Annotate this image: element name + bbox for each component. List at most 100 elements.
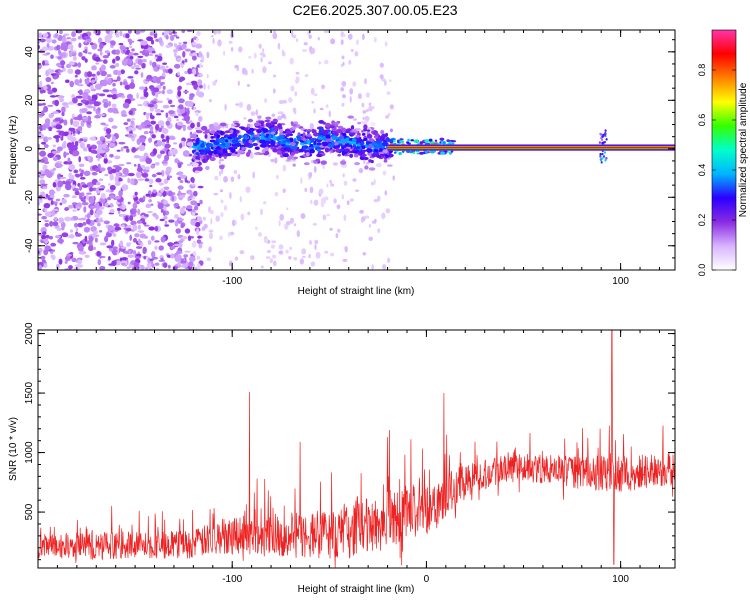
heatmap-cell	[270, 141, 276, 147]
heatmap-cell	[304, 74, 309, 78]
heatmap-cell	[351, 128, 357, 133]
heatmap-cell	[69, 217, 74, 221]
heatmap-cell	[94, 83, 102, 90]
heatmap-cell	[272, 30, 277, 36]
heatmap-cell	[313, 129, 317, 133]
heatmap-cell	[301, 255, 306, 259]
heatmap-cell	[265, 116, 272, 120]
heatmap-cell	[38, 201, 41, 206]
heatmap-cell	[94, 56, 101, 62]
heatmap-cell	[157, 120, 165, 127]
heatmap-cell	[115, 33, 120, 38]
colorbar-tick-label: 0.6	[697, 114, 707, 127]
heatmap-cell	[239, 250, 245, 255]
heatmap-cell	[151, 100, 157, 105]
heatmap-cell	[107, 183, 111, 186]
heatmap-cell	[98, 178, 104, 182]
heatmap-cell	[278, 250, 284, 255]
heatmap-cell	[154, 56, 158, 60]
heatmap-cell	[254, 146, 260, 151]
heatmap-cell	[177, 85, 182, 90]
heatmap-cell	[117, 207, 121, 211]
heatmap-cell	[256, 129, 263, 134]
heatmap-cell	[264, 97, 268, 104]
heatmap-cell	[109, 202, 114, 208]
heatmap-cell	[60, 60, 66, 66]
heatmap-cell	[385, 138, 391, 142]
heatmap-cell	[90, 149, 98, 154]
heatmap-cell	[75, 233, 82, 237]
heatmap-cell	[92, 232, 97, 239]
heatmap-cell	[310, 87, 315, 95]
heatmap-cell	[276, 150, 283, 155]
heatmap-cell	[112, 79, 118, 82]
heatmap-cell	[115, 195, 121, 200]
heatmap-cell	[295, 71, 300, 75]
heatmap-cell	[38, 63, 42, 70]
heatmap-cell	[196, 130, 203, 134]
heatmap-cell	[296, 38, 299, 43]
heatmap-cell	[342, 94, 346, 99]
heatmap-cell	[255, 109, 259, 116]
heatmap-cell	[199, 153, 204, 159]
heatmap-cell	[82, 221, 87, 226]
heatmap-cell	[72, 97, 78, 104]
heatmap-cell	[72, 133, 76, 137]
heatmap-cell	[165, 34, 169, 40]
heatmap-cell	[289, 133, 293, 137]
heatmap-cell	[42, 197, 49, 200]
heatmap-cell	[304, 187, 308, 193]
heatmap-cell	[108, 89, 113, 92]
heatmap-cell	[213, 192, 219, 196]
heatmap-cell	[265, 122, 271, 128]
heatmap-cell	[52, 75, 58, 80]
heatmap-cell	[134, 70, 139, 75]
heatmap-cell	[261, 149, 266, 154]
heatmap-cell	[177, 218, 185, 221]
heatmap-cell	[167, 99, 173, 105]
heatmap-cell	[54, 32, 59, 38]
heatmap-cell	[53, 135, 61, 139]
heatmap-cell	[259, 139, 266, 144]
heatmap-cell	[212, 37, 215, 44]
heatmap-cell	[161, 141, 166, 147]
heatmap-cell	[212, 80, 217, 86]
heatmap-cell	[141, 62, 146, 69]
heatmap-cell	[74, 74, 78, 78]
heatmap-cell	[277, 42, 281, 50]
heatmap-cell	[72, 120, 80, 127]
heatmap-cell	[191, 196, 196, 200]
heatmap-cell	[105, 30, 111, 35]
heatmap-cell	[168, 190, 173, 197]
heatmap-cell	[335, 233, 339, 238]
heatmap-cell	[155, 178, 162, 183]
heatmap-cell	[128, 172, 135, 177]
heatmap-cell	[377, 140, 382, 143]
heatmap-cell	[189, 162, 193, 165]
heatmap-cell	[178, 98, 185, 104]
heatmap-cell	[42, 60, 45, 66]
heatmap-cell	[389, 128, 393, 133]
heatmap-cell	[154, 225, 159, 232]
heatmap-cell	[381, 263, 387, 270]
heatmap-cell	[56, 227, 62, 232]
heatmap-cell	[324, 250, 329, 254]
heatmap-cell	[168, 135, 176, 139]
heatmap-cell	[318, 188, 324, 195]
heatmap-cell	[119, 257, 123, 262]
heatmap-cell	[162, 127, 169, 135]
heatmap-cell	[87, 115, 92, 123]
heatmap-cell	[324, 147, 329, 153]
heatmap-cell	[247, 118, 254, 123]
heatmap-cell	[356, 138, 363, 143]
heatmap-cell	[89, 136, 97, 141]
heatmap-cell	[69, 127, 76, 132]
heatmap-cell	[38, 264, 43, 270]
heatmap-cell	[57, 68, 61, 72]
heatmap-cell	[107, 224, 114, 232]
heatmap-cell	[137, 238, 141, 245]
heatmap-cell	[146, 36, 154, 42]
heatmap-cell	[183, 254, 189, 258]
heatmap-cell	[199, 73, 203, 78]
heatmap-cell	[180, 265, 186, 268]
